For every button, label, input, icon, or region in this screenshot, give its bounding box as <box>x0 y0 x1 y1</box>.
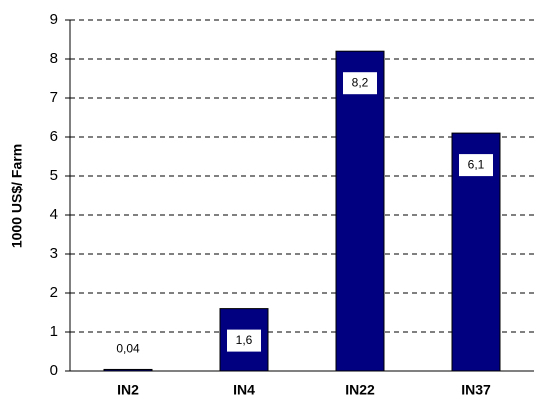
value-label: 0,04 <box>116 342 140 356</box>
bar <box>103 368 153 372</box>
value-label-box <box>459 154 493 177</box>
y-tick-label: 8 <box>50 50 58 67</box>
y-tick-label: 5 <box>50 167 58 184</box>
y-axis-label: 1000 US$/ Farm <box>9 144 25 248</box>
y-tick-label: 3 <box>50 245 58 262</box>
x-tick-label: IN37 <box>461 382 491 398</box>
value-label: 1,6 <box>236 333 253 347</box>
value-label-box <box>227 329 261 352</box>
y-tick-label: 2 <box>50 284 58 301</box>
value-label: 6,1 <box>468 157 485 171</box>
bar <box>335 50 385 372</box>
y-tick-label: 6 <box>50 128 58 145</box>
value-label-box <box>343 72 377 95</box>
y-tick-label: 9 <box>50 11 58 28</box>
y-tick-label: 4 <box>50 206 58 223</box>
y-tick-label: 0 <box>50 362 58 379</box>
x-tick-label: IN4 <box>233 382 255 398</box>
x-tick-label: IN2 <box>117 382 139 398</box>
value-label: 8,2 <box>352 75 369 89</box>
x-tick-label: IN22 <box>345 382 375 398</box>
y-tick-label: 7 <box>50 89 58 106</box>
y-tick-label: 1 <box>50 323 58 340</box>
